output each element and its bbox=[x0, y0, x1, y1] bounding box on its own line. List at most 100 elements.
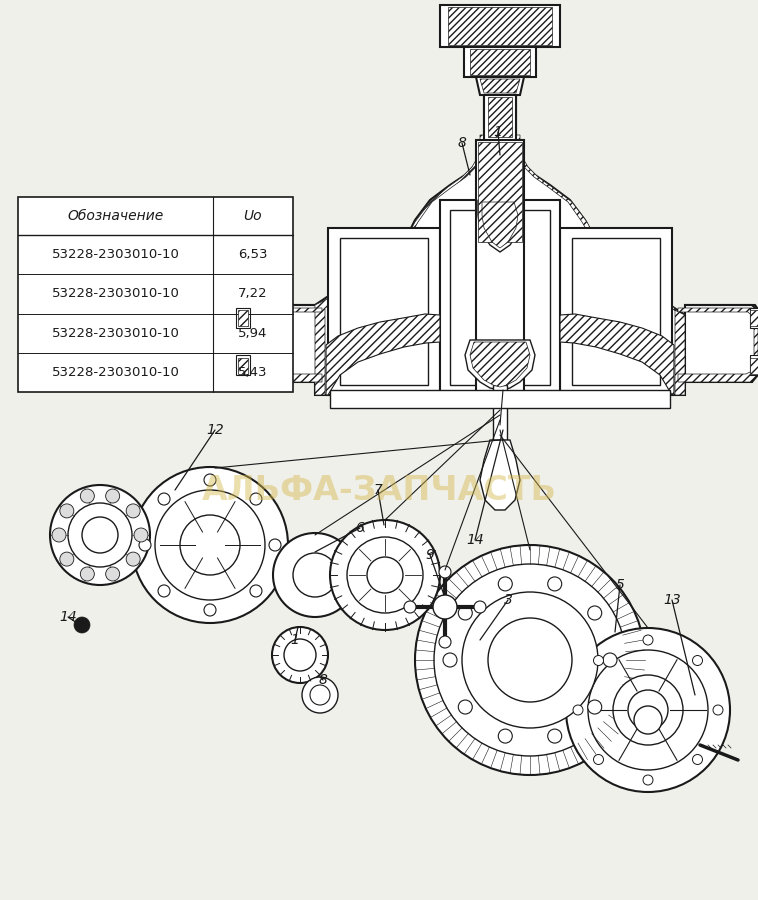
Circle shape bbox=[158, 585, 170, 597]
Circle shape bbox=[132, 467, 288, 623]
Circle shape bbox=[155, 490, 265, 600]
Bar bbox=[330, 390, 670, 408]
Text: 14: 14 bbox=[59, 610, 77, 624]
Circle shape bbox=[126, 552, 140, 566]
Polygon shape bbox=[238, 305, 316, 380]
Bar bbox=[750, 308, 758, 328]
Polygon shape bbox=[476, 77, 524, 95]
Circle shape bbox=[474, 601, 486, 613]
Circle shape bbox=[443, 653, 457, 667]
Polygon shape bbox=[480, 440, 520, 510]
Bar bbox=[328, 228, 440, 395]
Text: Обозначение: Обозначение bbox=[67, 209, 164, 223]
Circle shape bbox=[404, 601, 416, 613]
Bar bbox=[464, 47, 536, 77]
Bar bbox=[560, 228, 672, 395]
Circle shape bbox=[693, 655, 703, 665]
Circle shape bbox=[273, 533, 357, 617]
Circle shape bbox=[459, 606, 472, 620]
Bar bbox=[238, 310, 248, 326]
Polygon shape bbox=[516, 135, 685, 395]
Circle shape bbox=[80, 567, 94, 581]
Circle shape bbox=[105, 567, 120, 581]
Circle shape bbox=[439, 636, 451, 648]
Circle shape bbox=[643, 775, 653, 785]
Circle shape bbox=[587, 700, 602, 714]
Polygon shape bbox=[315, 135, 484, 395]
Text: 13: 13 bbox=[663, 593, 681, 607]
Circle shape bbox=[105, 489, 120, 503]
Bar bbox=[340, 238, 428, 385]
Bar bbox=[440, 200, 560, 395]
Circle shape bbox=[250, 493, 262, 505]
Circle shape bbox=[68, 503, 132, 567]
Bar bbox=[750, 355, 758, 375]
Circle shape bbox=[548, 729, 562, 743]
Circle shape bbox=[180, 515, 240, 575]
Circle shape bbox=[588, 650, 708, 770]
Polygon shape bbox=[470, 342, 530, 387]
Circle shape bbox=[459, 700, 472, 714]
Bar bbox=[238, 358, 248, 374]
Text: 14: 14 bbox=[466, 533, 484, 547]
Bar bbox=[572, 238, 660, 385]
Circle shape bbox=[126, 504, 140, 518]
Text: 53228-2303010-10: 53228-2303010-10 bbox=[52, 327, 180, 339]
Bar bbox=[476, 140, 524, 395]
Circle shape bbox=[347, 537, 423, 613]
Text: 1: 1 bbox=[290, 633, 299, 647]
Circle shape bbox=[158, 493, 170, 505]
Text: 8: 8 bbox=[318, 673, 327, 687]
Text: 8: 8 bbox=[458, 136, 466, 150]
Text: 53228-2303010-10: 53228-2303010-10 bbox=[52, 248, 180, 261]
Text: 5: 5 bbox=[615, 578, 625, 592]
Text: 6: 6 bbox=[356, 521, 365, 535]
Circle shape bbox=[439, 566, 451, 578]
Circle shape bbox=[204, 604, 216, 616]
Circle shape bbox=[293, 553, 337, 597]
Circle shape bbox=[594, 754, 603, 764]
Circle shape bbox=[310, 685, 330, 705]
Circle shape bbox=[204, 474, 216, 486]
Bar bbox=[493, 385, 507, 440]
Polygon shape bbox=[315, 95, 685, 395]
Circle shape bbox=[613, 675, 683, 745]
Circle shape bbox=[634, 706, 662, 734]
Text: 7,22: 7,22 bbox=[238, 287, 268, 301]
Polygon shape bbox=[242, 308, 322, 382]
Polygon shape bbox=[465, 340, 535, 390]
Circle shape bbox=[693, 754, 703, 764]
Circle shape bbox=[284, 639, 316, 671]
Circle shape bbox=[415, 545, 645, 775]
Polygon shape bbox=[685, 305, 758, 380]
Bar bbox=[440, 5, 560, 47]
Bar bbox=[450, 210, 550, 385]
Polygon shape bbox=[326, 314, 440, 395]
Bar bbox=[236, 308, 250, 328]
Circle shape bbox=[433, 595, 457, 619]
Text: Uo: Uo bbox=[243, 209, 262, 223]
Circle shape bbox=[302, 677, 338, 713]
Text: 53228-2303010-10: 53228-2303010-10 bbox=[52, 287, 180, 301]
Circle shape bbox=[713, 705, 723, 715]
Circle shape bbox=[573, 705, 583, 715]
Text: АЛЬФА-ЗАПЧАСТЬ: АЛЬФА-ЗАПЧАСТЬ bbox=[202, 473, 556, 507]
Text: 9: 9 bbox=[425, 548, 434, 562]
Circle shape bbox=[488, 618, 572, 702]
Circle shape bbox=[434, 564, 626, 756]
Circle shape bbox=[367, 557, 403, 593]
Circle shape bbox=[566, 628, 730, 792]
Circle shape bbox=[498, 577, 512, 591]
Circle shape bbox=[643, 635, 653, 645]
Polygon shape bbox=[560, 314, 674, 395]
Circle shape bbox=[134, 528, 148, 542]
Circle shape bbox=[50, 485, 150, 585]
Circle shape bbox=[498, 729, 512, 743]
Circle shape bbox=[139, 539, 151, 551]
Circle shape bbox=[250, 585, 262, 597]
Bar bbox=[470, 49, 530, 75]
Text: 7: 7 bbox=[374, 483, 383, 497]
Bar bbox=[18, 197, 293, 392]
Bar bbox=[236, 355, 250, 375]
Polygon shape bbox=[478, 200, 522, 252]
